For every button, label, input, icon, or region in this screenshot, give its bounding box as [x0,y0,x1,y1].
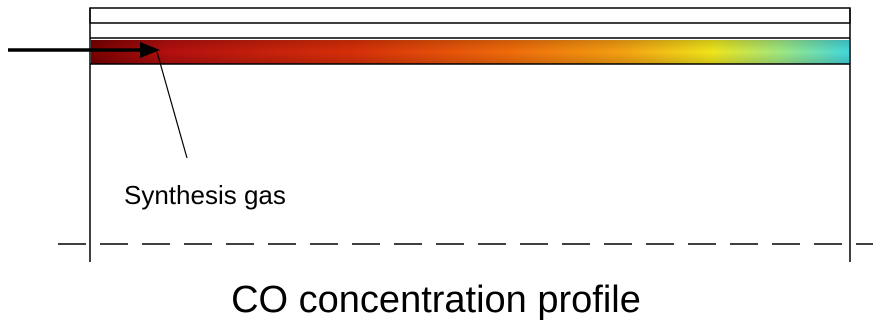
figure-caption: CO concentration profile [231,279,641,321]
channel-shading [91,40,849,64]
inlet-label: Synthesis gas [124,180,286,210]
annotation-leader-line [156,51,188,159]
outer-wall [89,7,851,24]
inlet-arrow-head [140,42,160,58]
